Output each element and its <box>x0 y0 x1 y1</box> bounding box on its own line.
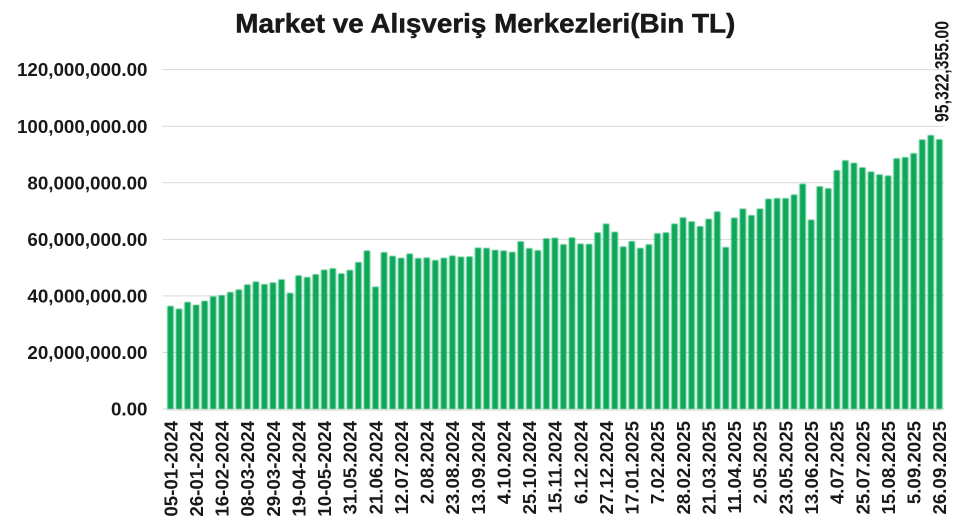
svg-text:Market ve Alışveriş Merkezleri: Market ve Alışveriş Merkezleri(Bin TL) <box>235 9 735 39</box>
svg-text:21.03.2025: 21.03.2025 <box>698 421 719 515</box>
svg-text:26.09.2025: 26.09.2025 <box>929 421 950 515</box>
svg-text:31.05.2024: 31.05.2024 <box>340 420 361 514</box>
svg-text:28.02.2025: 28.02.2025 <box>673 421 694 515</box>
svg-text:80,000,000.00: 80,000,000.00 <box>27 172 147 193</box>
svg-text:13.09.2024: 13.09.2024 <box>468 420 489 514</box>
svg-text:2.08.2024: 2.08.2024 <box>417 420 438 504</box>
svg-text:25.10.2024: 25.10.2024 <box>519 420 540 514</box>
svg-text:4.07.2025: 4.07.2025 <box>827 421 848 504</box>
svg-text:0.00: 0.00 <box>111 399 148 420</box>
svg-text:15.11.2024: 15.11.2024 <box>545 420 566 513</box>
svg-text:7.02.2025: 7.02.2025 <box>647 421 668 504</box>
svg-text:10-05-2024: 10-05-2024 <box>314 420 335 516</box>
svg-text:20,000,000.00: 20,000,000.00 <box>27 342 147 363</box>
svg-text:120,000,000.00: 120,000,000.00 <box>17 59 148 80</box>
svg-text:26-01-2024: 26-01-2024 <box>186 420 207 516</box>
svg-text:12.07.2024: 12.07.2024 <box>391 420 412 514</box>
svg-text:05-01-2024: 05-01-2024 <box>160 420 181 516</box>
svg-text:2.05.2025: 2.05.2025 <box>750 421 771 504</box>
svg-text:15.08.2025: 15.08.2025 <box>878 421 899 515</box>
svg-text:27.12.2024: 27.12.2024 <box>596 420 617 514</box>
svg-text:60,000,000.00: 60,000,000.00 <box>27 229 147 250</box>
svg-text:21.06.2024: 21.06.2024 <box>365 420 386 514</box>
svg-text:13.06.2025: 13.06.2025 <box>801 421 822 515</box>
svg-text:29-03-2024: 29-03-2024 <box>263 420 284 516</box>
svg-text:23.08.2024: 23.08.2024 <box>442 420 463 514</box>
svg-text:95,322,355.00: 95,322,355.00 <box>933 21 954 122</box>
svg-text:40,000,000.00: 40,000,000.00 <box>27 285 147 306</box>
svg-text:08-03-2024: 08-03-2024 <box>237 420 258 516</box>
svg-text:19-04-2024: 19-04-2024 <box>288 420 309 516</box>
svg-text:6.12.2024: 6.12.2024 <box>570 420 591 504</box>
svg-text:16-02-2024: 16-02-2024 <box>212 420 233 516</box>
svg-text:100,000,000.00: 100,000,000.00 <box>17 116 148 137</box>
svg-text:17.01.2025: 17.01.2025 <box>622 421 643 515</box>
svg-text:4.10.2024: 4.10.2024 <box>493 420 514 504</box>
svg-text:5.09.2025: 5.09.2025 <box>904 421 925 504</box>
svg-text:23.05.2025: 23.05.2025 <box>775 421 796 515</box>
svg-text:25.07.2025: 25.07.2025 <box>852 421 873 515</box>
svg-text:11.04.2025: 11.04.2025 <box>724 421 745 514</box>
